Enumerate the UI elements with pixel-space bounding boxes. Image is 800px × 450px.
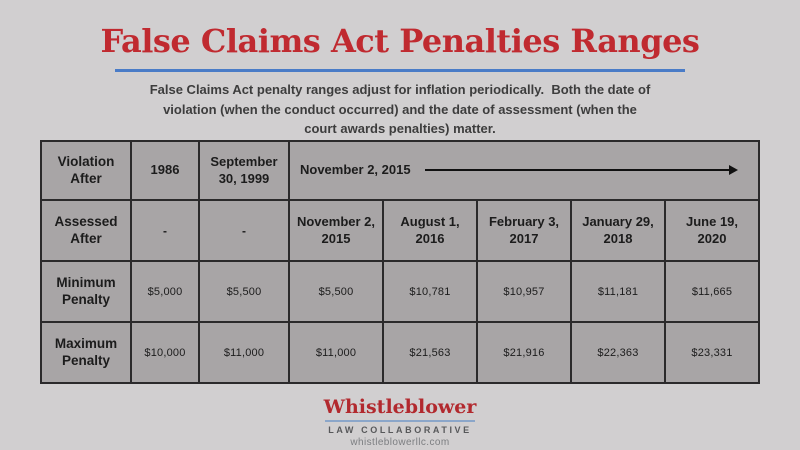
cell-min-5: $10,957 xyxy=(476,260,572,323)
cell-min-3: $5,500 xyxy=(288,260,384,323)
cell-max-2: $11,000 xyxy=(198,321,290,384)
cell-assessed-jan-29-2018: January 29, 2018 xyxy=(570,199,666,262)
subtitle: False Claims Act penalty ranges adjust f… xyxy=(0,80,800,139)
page-title: False Claims Act Penalties Ranges xyxy=(100,22,700,60)
cell-min-4: $10,781 xyxy=(382,260,478,323)
table-row-assessed-after: Assessed After - - November 2, 2015 Augu… xyxy=(40,199,760,262)
cell-assessed-feb-3-2017: February 3, 2017 xyxy=(476,199,572,262)
cell-min-1: $5,000 xyxy=(130,260,200,323)
row-label-violation-after: Violation After xyxy=(40,140,132,201)
subtitle-line-3: court awards penalties) matter. xyxy=(304,121,496,136)
row-label-minimum-penalty: Minimum Penalty xyxy=(40,260,132,323)
row-label-assessed-after: Assessed After xyxy=(40,199,132,262)
subtitle-line-1: False Claims Act penalty ranges adjust f… xyxy=(149,82,651,97)
cell-min-7: $11,665 xyxy=(664,260,760,323)
brand-name: Whistleblower xyxy=(323,396,477,419)
title-underline xyxy=(115,69,685,72)
cell-assessed-jun-19-2020: June 19, 2020 xyxy=(664,199,760,262)
cell-max-6: $22,363 xyxy=(570,321,666,384)
brand-underline xyxy=(325,420,475,422)
cell-assessed-1986: - xyxy=(130,199,200,262)
arrow-head-icon xyxy=(729,165,738,176)
table-row-violation-after: Violation After 1986 September 30, 1999 … xyxy=(40,140,760,201)
violation-arrow-wrap: November 2, 2015 xyxy=(294,162,754,179)
cell-assessed-nov-2-2015: November 2, 2015 xyxy=(288,199,384,262)
table-row-minimum-penalty: Minimum Penalty $5,000 $5,500 $5,500 $10… xyxy=(40,260,760,323)
cell-assessed-aug-1-2016: August 1, 2016 xyxy=(382,199,478,262)
brand-subtitle: LAW COLLABORATIVE xyxy=(328,425,472,435)
cell-max-3: $11,000 xyxy=(288,321,384,384)
cell-max-5: $21,916 xyxy=(476,321,572,384)
cell-min-2: $5,500 xyxy=(198,260,290,323)
penalties-table: Violation After 1986 September 30, 1999 … xyxy=(40,140,760,384)
brand-website: whistleblowerllc.com xyxy=(350,437,450,448)
cell-max-7: $23,331 xyxy=(664,321,760,384)
cell-violation-1986: 1986 xyxy=(130,140,200,201)
cell-violation-sep-30-1999: September 30, 1999 xyxy=(198,140,290,201)
row-label-maximum-penalty: Maximum Penalty xyxy=(40,321,132,384)
subtitle-line-2: violation (when the conduct occurred) an… xyxy=(163,101,637,117)
violation-nov-2-2015-label: November 2, 2015 xyxy=(300,162,411,178)
cell-assessed-sep-1999: - xyxy=(198,199,290,262)
cell-min-6: $11,181 xyxy=(570,260,666,323)
cell-violation-nov-2-2015: November 2, 2015 xyxy=(288,140,760,201)
cell-max-4: $21,563 xyxy=(382,321,478,384)
right-arrow-icon xyxy=(424,165,738,176)
table-row-maximum-penalty: Maximum Penalty $10,000 $11,000 $11,000 … xyxy=(40,321,760,384)
footer-logo: Whistleblower LAW COLLABORATIVE whistleb… xyxy=(0,396,800,448)
cell-max-1: $10,000 xyxy=(130,321,200,384)
